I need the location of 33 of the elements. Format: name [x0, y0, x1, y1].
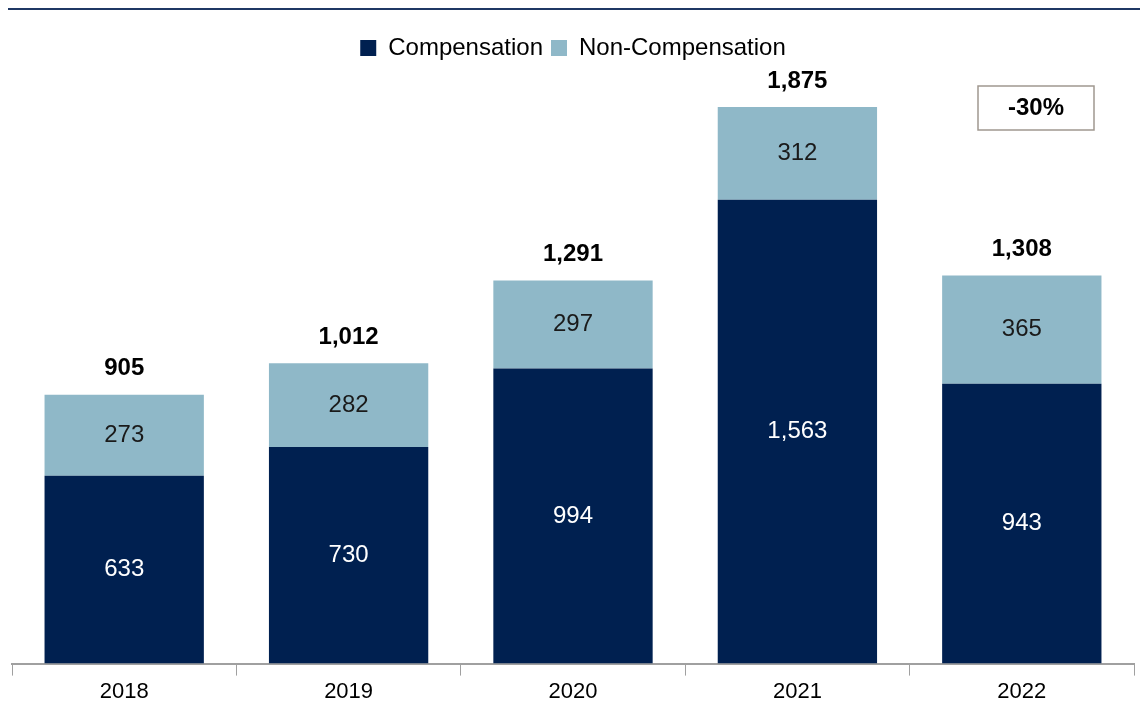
- total-label: 1,291: [542, 239, 604, 267]
- annotation: -30%: [1007, 92, 1065, 120]
- total-label: 905: [104, 353, 145, 381]
- data-label: 282: [328, 389, 369, 417]
- data-label: 297: [552, 309, 594, 337]
- total-label: 1,012: [318, 321, 379, 349]
- data-label: 273: [104, 419, 145, 447]
- bar: [44, 475, 204, 664]
- legend-label: Non-Compensation: [578, 32, 786, 60]
- bar: [44, 394, 204, 476]
- total-label: 1,875: [767, 65, 828, 93]
- data-label: 633: [104, 554, 145, 582]
- legend-label: Compensation: [388, 32, 543, 60]
- data-label: 365: [1001, 314, 1042, 342]
- total-label: 1,308: [991, 234, 1052, 262]
- bar: [268, 363, 429, 447]
- bar: [717, 107, 878, 200]
- data-label: 994: [552, 500, 594, 528]
- data-label: 943: [1001, 508, 1042, 536]
- bar: [268, 446, 429, 664]
- data-label: 730: [328, 539, 369, 567]
- x-tick-label: 2018: [99, 677, 149, 703]
- bar: [493, 280, 653, 369]
- data-label: 312: [777, 138, 818, 166]
- bar: [717, 199, 878, 664]
- bar: [493, 368, 653, 664]
- bar: [942, 275, 1102, 384]
- bar: [942, 383, 1102, 664]
- x-tick-label: 2019: [324, 677, 374, 703]
- x-tick-label: 2021: [772, 677, 822, 703]
- x-tick-label: 2022: [997, 677, 1047, 703]
- data-label: 1,563: [767, 416, 828, 444]
- x-tick-label: 2020: [548, 677, 598, 703]
